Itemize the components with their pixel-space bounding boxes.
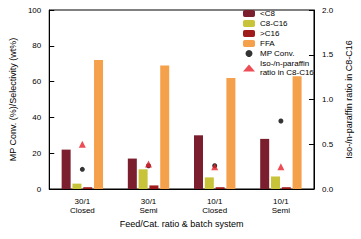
svg-text:100: 100 <box>28 6 42 15</box>
svg-text:0.5: 0.5 <box>322 140 334 149</box>
svg-text:80: 80 <box>32 41 41 50</box>
svg-text:C8-C16: C8-C16 <box>260 19 288 28</box>
svg-text:FFA: FFA <box>260 39 275 48</box>
svg-text:30/1: 30/1 <box>141 197 157 206</box>
svg-text:Iso-/n-paraffin ratio in C8-C1: Iso-/n-paraffin ratio in C8-C16 <box>344 40 354 158</box>
svg-text:20: 20 <box>32 149 41 158</box>
svg-text:MP Conv. (%)/Selectivity (wt%): MP Conv. (%)/Selectivity (wt%) <box>8 38 18 162</box>
svg-text:1.0: 1.0 <box>322 95 334 104</box>
svg-text:1.5: 1.5 <box>322 50 334 59</box>
svg-text:0.0: 0.0 <box>322 185 334 194</box>
svg-text:40: 40 <box>32 113 41 122</box>
svg-text:60: 60 <box>32 77 41 86</box>
svg-text:0: 0 <box>37 185 42 194</box>
svg-text:Iso-/n-paraffin: Iso-/n-paraffin <box>260 59 309 68</box>
svg-text:30/1: 30/1 <box>75 197 91 206</box>
svg-text:Closed: Closed <box>202 206 227 215</box>
svg-text:MP Conv.: MP Conv. <box>260 49 294 58</box>
svg-text:<C8: <C8 <box>260 9 275 18</box>
svg-text:Semi: Semi <box>272 206 290 215</box>
svg-text:10/1: 10/1 <box>207 197 223 206</box>
svg-text:Feed/Cat. ratio & batch system: Feed/Cat. ratio & batch system <box>120 219 244 229</box>
svg-text:2.0: 2.0 <box>322 6 334 15</box>
svg-text:10/1: 10/1 <box>273 197 289 206</box>
svg-text:>C16: >C16 <box>260 29 280 38</box>
svg-text:Semi: Semi <box>139 206 157 215</box>
svg-text:ratio in C8-C16: ratio in C8-C16 <box>260 68 314 77</box>
svg-text:Closed: Closed <box>70 206 95 215</box>
